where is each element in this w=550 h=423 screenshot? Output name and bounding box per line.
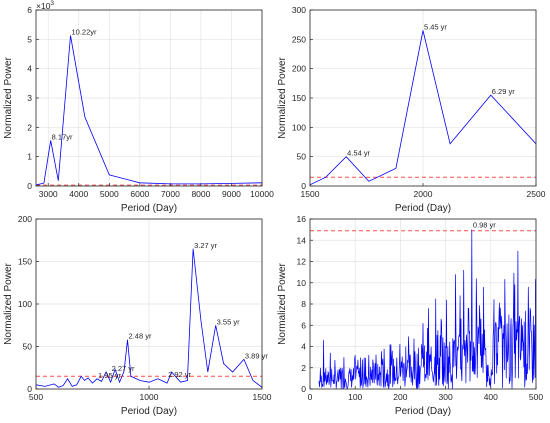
y-tick-label: 16 xyxy=(297,214,307,224)
y-tick-label: 150 xyxy=(292,93,306,103)
peak-annotation: 0.98 yr xyxy=(473,221,496,230)
peak-annotation: 4.54 yr xyxy=(347,149,370,158)
axis-multiplier: ×103 xyxy=(36,0,54,11)
x-tick-label: 1000 xyxy=(140,392,159,402)
x-tick-label: 3000 xyxy=(39,189,58,199)
y-axis-label: Normalized Power xyxy=(3,262,14,344)
y-tick-label: 2 xyxy=(301,363,306,373)
y-tick-label: 10 xyxy=(297,278,307,288)
peak-annotation: 3.55 yr xyxy=(217,317,240,326)
y-tick-label: 0 xyxy=(27,384,32,394)
peak-annotation: 1.95 yr xyxy=(98,371,121,380)
y-tick-label: 150 xyxy=(18,257,32,267)
x-axis-label: Period (Day) xyxy=(395,406,451,417)
peak-annotation: 2.48 yr xyxy=(129,332,152,341)
x-tick-label: 10000 xyxy=(250,189,274,199)
x-axis-label: Period (Day) xyxy=(121,406,177,417)
y-tick-label: 50 xyxy=(23,342,33,352)
x-tick-label: 200 xyxy=(393,392,407,402)
x-tick-label: 0 xyxy=(308,392,313,402)
peak-annotation: 6.29 yr xyxy=(492,87,515,96)
x-tick-label: 400 xyxy=(484,392,498,402)
y-tick-label: 6 xyxy=(301,320,306,330)
peak-annotation: 2.92 yr xyxy=(168,370,191,379)
x-tick-label: 5000 xyxy=(100,189,119,199)
y-axis-label: Normalized Power xyxy=(277,262,288,344)
x-tick-label: 2500 xyxy=(527,189,546,199)
y-tick-label: 200 xyxy=(18,214,32,224)
y-tick-label: 2 xyxy=(27,122,32,132)
x-tick-label: 500 xyxy=(29,392,43,402)
x-tick-label: 7000 xyxy=(161,189,180,199)
y-tick-label: 0 xyxy=(301,181,306,191)
chart-panel-3: 500 1000 1500 0 50 100 150 200 Period (Day) Norma… xyxy=(3,214,272,417)
peak-annotation: 3.89 yr xyxy=(245,351,268,360)
y-axis-label: Normalized Power xyxy=(277,56,288,138)
series-line xyxy=(318,229,536,389)
y-tick-label: 300 xyxy=(292,5,306,15)
series-line xyxy=(310,30,536,186)
y-axis-label: Normalized Power xyxy=(3,56,14,138)
y-tick-label: 4 xyxy=(301,342,306,352)
y-tick-label: 4 xyxy=(27,64,32,74)
x-axis-label: Period (Day) xyxy=(395,203,451,214)
x-tick-label: 1500 xyxy=(301,189,320,199)
y-tick-label: 250 xyxy=(292,34,306,44)
series-line xyxy=(36,248,262,388)
y-tick-label: 100 xyxy=(18,299,32,309)
chart-panel-1: 3000 4000 5000 6000 7000 8000 9000 10000 0 1 2 3 4 5 6… xyxy=(3,0,274,214)
x-tick-label: 100 xyxy=(348,392,362,402)
y-tick-label: 12 xyxy=(297,257,307,267)
x-tick-label: 8000 xyxy=(191,189,210,199)
y-tick-label: 200 xyxy=(292,64,306,74)
y-tick-label: 100 xyxy=(292,122,306,132)
chart-panel-2: 1500 2000 2500 0 50 100 150 200 250 300 Period (Da… xyxy=(277,5,546,214)
peak-annotation: 2.27 yr xyxy=(112,364,135,373)
series-line xyxy=(36,35,262,186)
x-tick-label: 6000 xyxy=(130,189,149,199)
x-tick-label: 1500 xyxy=(253,392,272,402)
x-tick-label: 4000 xyxy=(69,189,88,199)
y-tick-label: 0 xyxy=(301,384,306,394)
peak-annotation: 10.22yr xyxy=(72,28,98,37)
y-tick-label: 8 xyxy=(301,299,306,309)
peak-annotation: 3.27 yr xyxy=(194,241,217,250)
x-axis-label: Period (Day) xyxy=(121,203,177,214)
peak-annotation: 8.17yr xyxy=(52,133,73,142)
y-tick-label: 14 xyxy=(297,235,307,245)
x-tick-label: 9000 xyxy=(222,189,241,199)
y-tick-label: 6 xyxy=(27,5,32,15)
y-tick-label: 50 xyxy=(297,152,307,162)
x-tick-label: 300 xyxy=(439,392,453,402)
x-tick-label: 500 xyxy=(529,392,543,402)
y-tick-label: 5 xyxy=(27,34,32,44)
y-tick-label: 3 xyxy=(27,93,32,103)
x-tick-label: 2000 xyxy=(414,189,433,199)
peak-annotation: 5.45 yr xyxy=(424,23,447,32)
axis-multiplier-exponent: 3 xyxy=(50,0,54,7)
y-tick-label: 1 xyxy=(27,152,32,162)
y-tick-label: 0 xyxy=(27,181,32,191)
chart-panel-4: 0 100 200 300 400 500 0 2 4 6 8 10 12 14 16 Period (Day… xyxy=(277,214,543,417)
